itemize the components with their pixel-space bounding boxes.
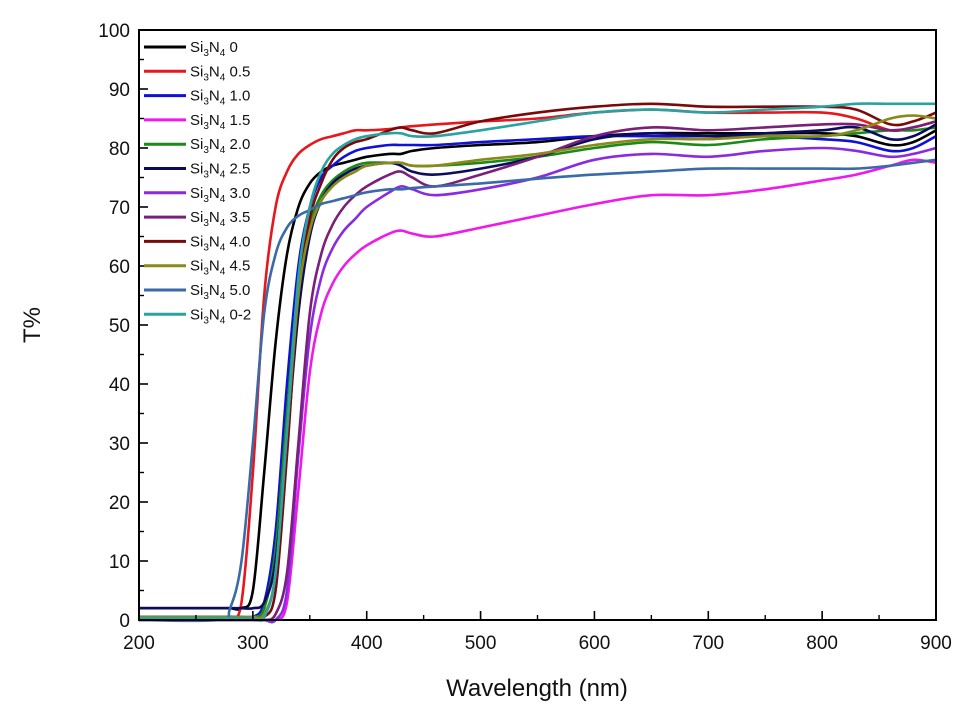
legend-item: Si3N4 4.0 [144, 233, 250, 253]
x-tick-label: 400 [351, 633, 383, 654]
y-tick-label: 0 [119, 611, 130, 632]
y-tick-label: 90 [109, 80, 130, 101]
series-lines [138, 102, 937, 624]
x-axis-title: Wavelength (nm) [446, 675, 628, 702]
legend-label: Si3N4 2.0 [190, 136, 250, 156]
y-tick-label: 80 [109, 139, 130, 160]
legend-item: Si3N4 5.0 [144, 282, 250, 302]
y-tick-label: 30 [109, 434, 130, 455]
x-tick-label: 300 [237, 633, 269, 654]
legend-item: Si3N4 2.0 [144, 136, 250, 156]
legend-item: Si3N4 3.5 [144, 209, 250, 229]
legend-item: Si3N4 3.0 [144, 185, 250, 205]
x-tick-label: 600 [579, 633, 611, 654]
legend-item: Si3N4 0 [144, 39, 238, 59]
legend-label: Si3N4 0.5 [190, 63, 250, 83]
y-axis: 0 10 20 30 40 50 60 70 80 90 100 [98, 21, 148, 632]
legend-label: Si3N4 3.5 [190, 209, 250, 229]
legend-item: Si3N4 4.5 [144, 258, 250, 278]
y-axis-title: T% [19, 307, 46, 343]
legend-item: Si3N4 0-2 [144, 306, 251, 326]
legend-item: Si3N4 1.5 [144, 112, 250, 132]
series-line-4 [139, 126, 937, 619]
legend-label: Si3N4 5.0 [190, 282, 250, 302]
legend-label: Si3N4 4.0 [190, 233, 250, 253]
series-line-10 [138, 158, 937, 623]
y-tick-label: 10 [109, 552, 130, 573]
legend-label: Si3N4 1.0 [190, 88, 250, 108]
y-tick-label: 20 [109, 493, 130, 514]
legend-item: Si3N4 2.5 [144, 161, 250, 181]
y-tick-label: 60 [109, 257, 130, 278]
x-tick-label: 800 [806, 633, 838, 654]
y-tick-label: 40 [109, 375, 130, 396]
legend-label: Si3N4 4.5 [190, 258, 250, 278]
legend-label: Si3N4 0-2 [190, 306, 251, 326]
x-axis: 200 300 400 500 600 700 800 900 [123, 611, 952, 654]
x-tick-label: 700 [692, 633, 724, 654]
legend-label: Si3N4 3.0 [190, 185, 250, 205]
x-tick-label: 200 [123, 633, 155, 654]
series-line-9 [139, 114, 937, 620]
series-line-1 [139, 108, 937, 620]
legend-label: Si3N4 1.5 [190, 112, 250, 132]
legend-label: Si3N4 2.5 [190, 161, 250, 181]
legend-label: Si3N4 0 [190, 39, 238, 59]
legend-item: Si3N4 1.0 [144, 88, 250, 108]
series-line-11 [139, 102, 936, 622]
y-tick-label: 50 [109, 316, 130, 337]
x-tick-label: 500 [465, 633, 497, 654]
y-tick-label: 100 [98, 21, 130, 42]
legend-item: Si3N4 0.5 [144, 63, 250, 83]
legend: Si3N4 0 Si3N4 0.5 Si3N4 1.0 Si3N4 1.5 Si3N4 … [144, 39, 251, 326]
x-tick-label: 900 [920, 633, 952, 654]
y-tick-label: 70 [109, 198, 130, 219]
